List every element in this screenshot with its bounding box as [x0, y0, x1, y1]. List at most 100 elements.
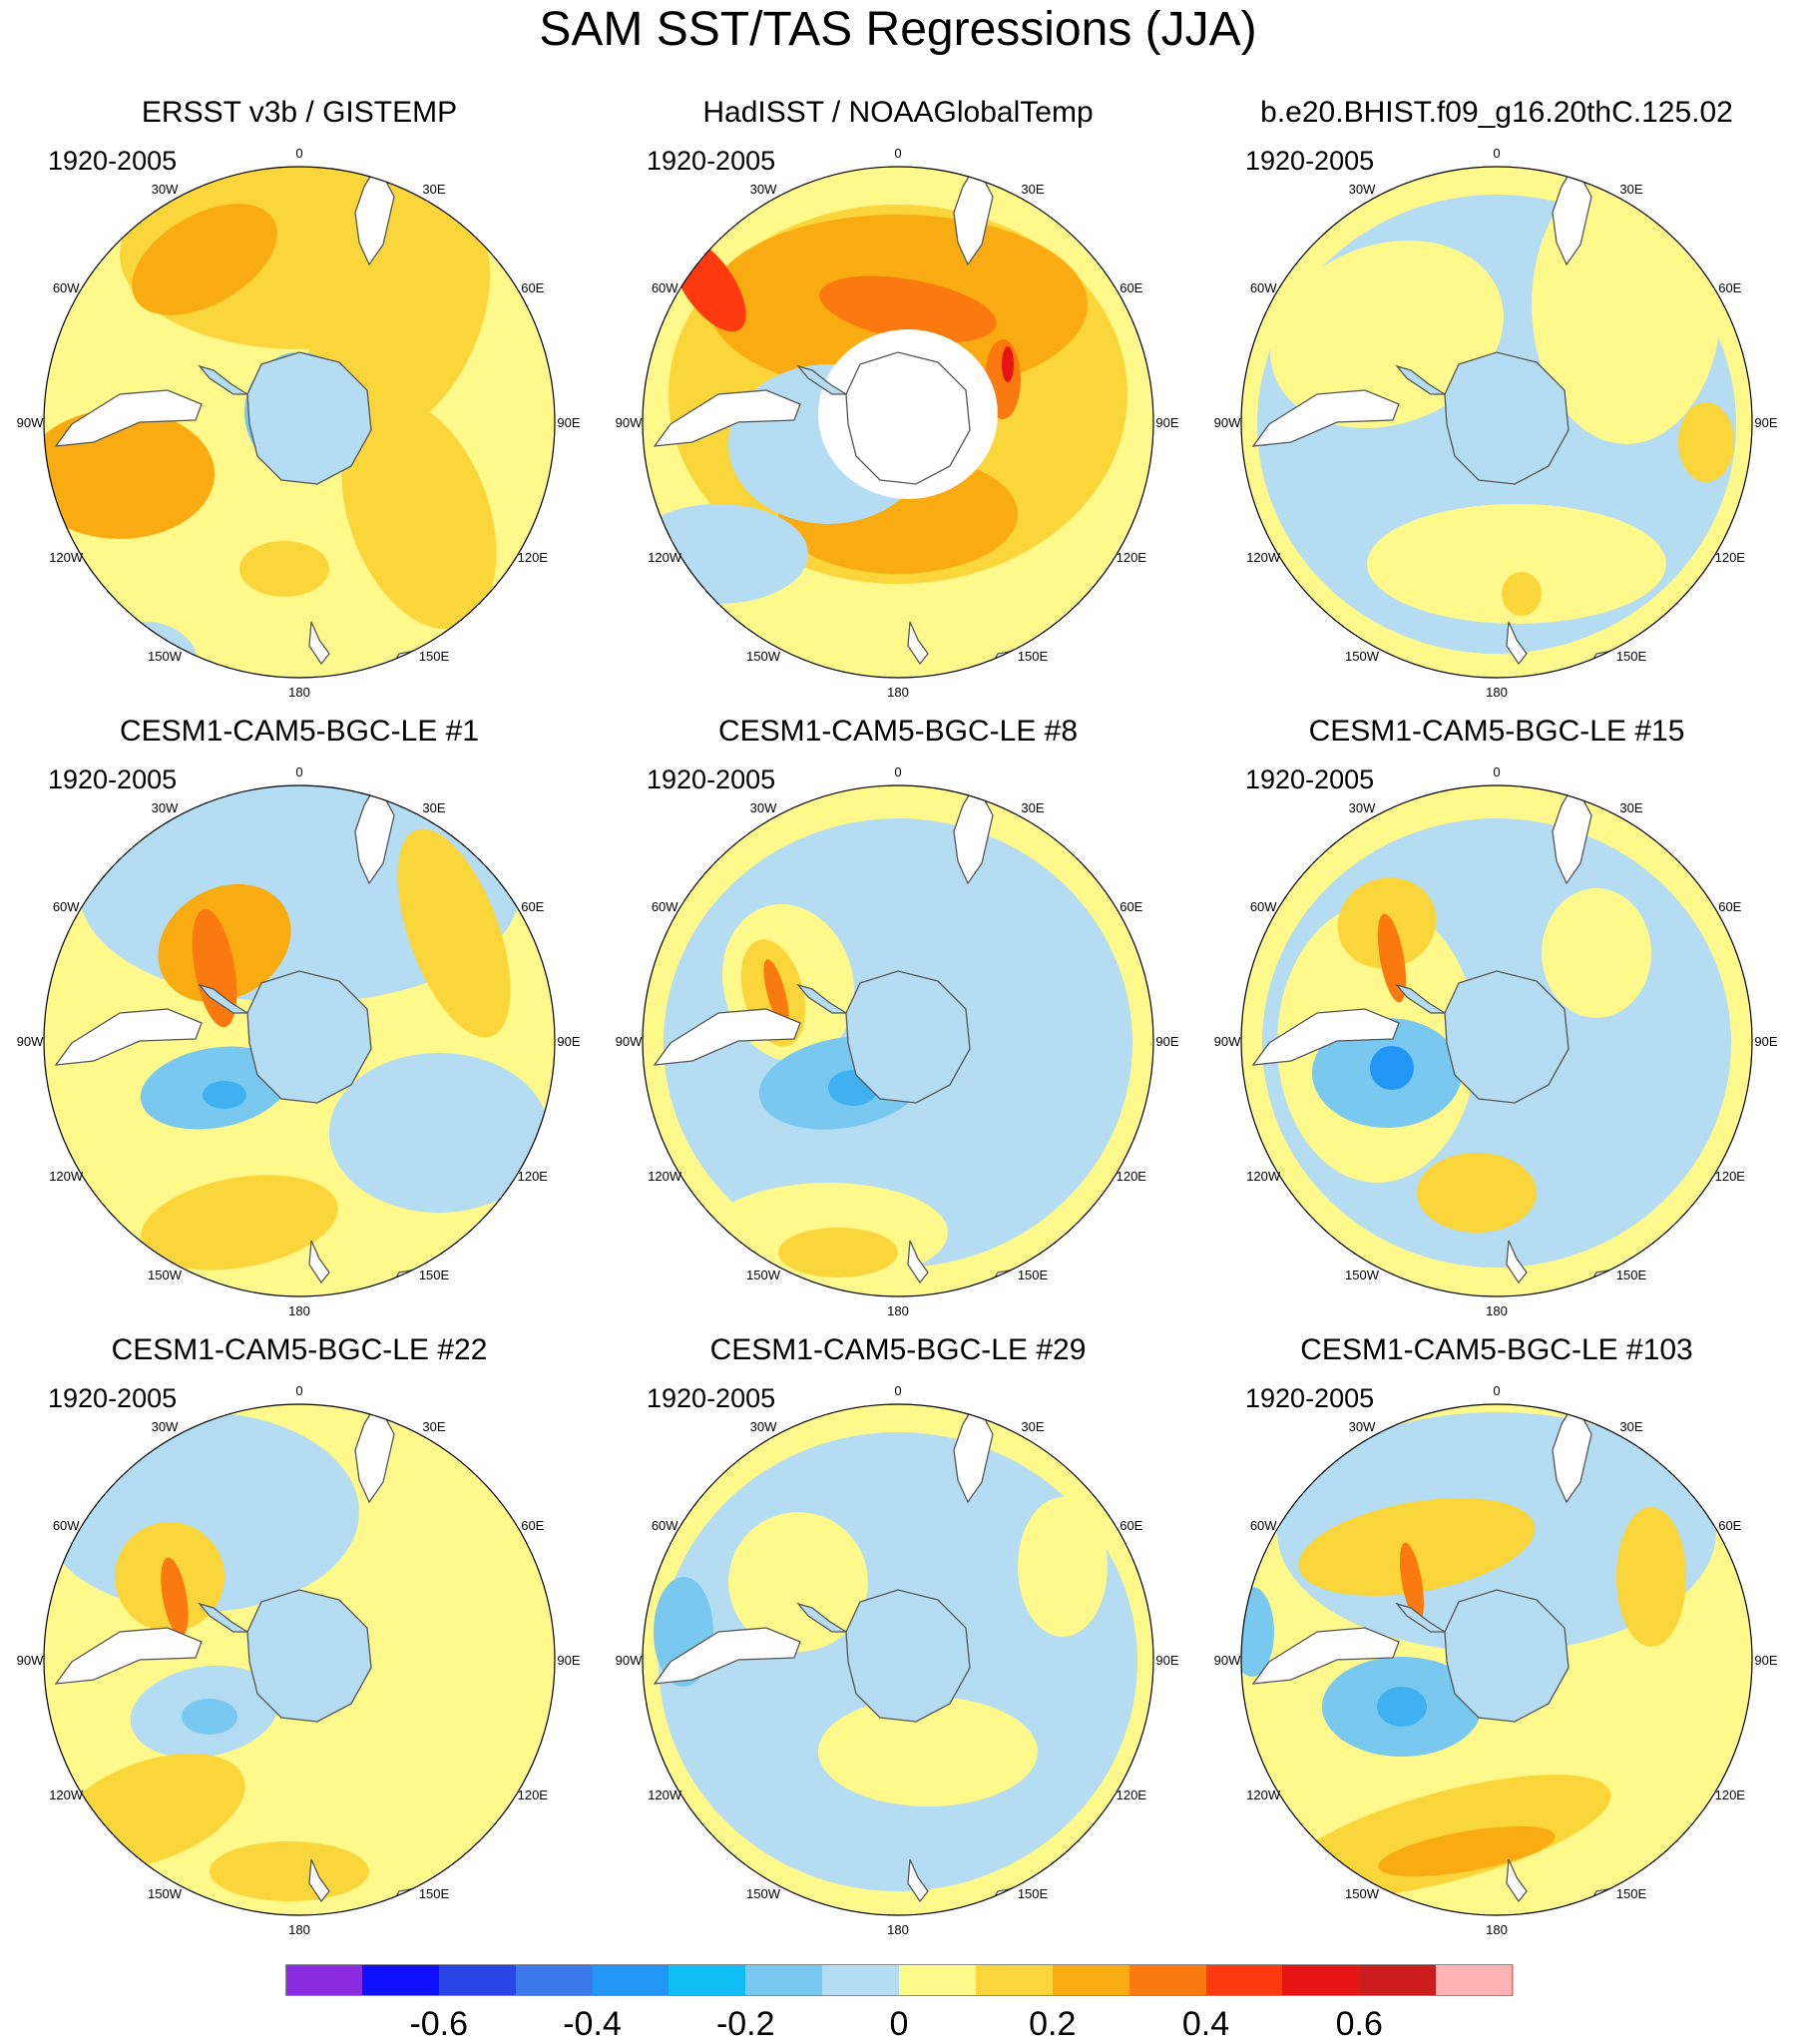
longitude-label: 30W [750, 182, 777, 197]
longitude-label: 60E [521, 899, 544, 914]
longitude-label: 120W [648, 550, 682, 565]
period-label: 1920-2005 [1245, 146, 1375, 176]
colorbar-tick-label: 0 [889, 2005, 909, 2043]
panel-title: HadISST / NOAAGlobalTemp [702, 96, 1094, 129]
longitude-label: 30W [152, 800, 179, 815]
longitude-label: 90E [1754, 415, 1777, 430]
longitude-label: 180 [887, 685, 909, 700]
longitude-label: 90E [557, 1034, 580, 1049]
longitude-label: 90E [557, 415, 580, 430]
colorbar-swatch [438, 1964, 517, 1996]
map-boundary [1240, 166, 1753, 679]
longitude-label: 180 [887, 1922, 909, 1937]
longitude-label: 180 [288, 1922, 310, 1937]
longitude-label: 0 [1493, 765, 1500, 779]
longitude-label: 60W [652, 899, 678, 914]
longitude-label: 150E [419, 649, 450, 664]
map-panel: CESM1-CAM5-BGC-LE #103 0 30E 60E 90E 120E 150E… [1197, 1332, 1796, 1951]
longitude-label: 180 [288, 1303, 310, 1318]
panel-title: CESM1-CAM5-BGC-LE #1 [119, 715, 480, 748]
longitude-label: 60W [53, 280, 80, 295]
colorbar-tick-label: -0.4 [563, 2005, 622, 2043]
longitude-label: 90E [1754, 1653, 1777, 1668]
panel-title: CESM1-CAM5-BGC-LE #22 [111, 1333, 488, 1366]
polar-stereographic-map: 0 30E 60E 90E 120E 150E 180 150W 120W 90W 60W 30W [17, 765, 581, 1318]
longitude-label: 150W [148, 1886, 183, 1901]
map-boundary [43, 166, 556, 679]
longitude-label: 150E [419, 1886, 450, 1901]
longitude-label: 120E [518, 550, 549, 565]
longitude-label: 120W [1246, 1788, 1281, 1802]
longitude-label: 60E [1718, 1518, 1741, 1533]
panel-title: CESM1-CAM5-BGC-LE #29 [709, 1333, 1087, 1366]
longitude-label: 90W [616, 415, 643, 430]
colorbar-swatch [285, 1964, 363, 1996]
longitude-label: 30E [422, 182, 445, 197]
longitude-label: 150E [1018, 1886, 1049, 1901]
longitude-label: 180 [1486, 1303, 1508, 1318]
longitude-label: 90E [1155, 1034, 1178, 1049]
longitude-label: 60E [521, 280, 544, 295]
longitude-label: 30E [422, 800, 445, 815]
colorbar-swatch [822, 1964, 900, 1996]
longitude-label: 90E [557, 1653, 580, 1668]
map-boundary [1240, 784, 1753, 1297]
colorbar-swatch [1052, 1964, 1130, 1996]
polar-stereographic-map: 0 30E 60E 90E 120E 150E 180 150W 120W 90W 60W 30W [1214, 765, 1778, 1318]
colorbar-swatch [1436, 1964, 1514, 1996]
longitude-label: 30E [1021, 1419, 1044, 1434]
map-boundary [43, 1403, 556, 1916]
longitude-label: 30E [1619, 800, 1642, 815]
polar-stereographic-map: 0 30E 60E 90E 120E 150E 180 150W 120W 90W 60W 30W [17, 146, 581, 700]
longitude-label: 90E [1155, 1653, 1178, 1668]
map-panel: CESM1-CAM5-BGC-LE #22 0 30E 60E 90E 120E 150E 1… [0, 1332, 599, 1951]
colorbar-swatch [592, 1964, 670, 1996]
polar-stereographic-map: 0 30E 60E 90E 120E 150E 180 150W 120W 90W 60W 30W [1214, 146, 1778, 700]
longitude-label: 90W [1214, 1034, 1241, 1049]
panel-title: b.e20.BHIST.f09_g16.20thC.125.02 [1260, 96, 1733, 129]
period-label: 1920-2005 [1245, 765, 1375, 794]
longitude-label: 30W [750, 1419, 777, 1434]
map-panel: CESM1-CAM5-BGC-LE #1 0 30E 60E 90E 120E 150E 18… [0, 714, 599, 1332]
longitude-label: 0 [295, 765, 302, 779]
longitude-label: 90E [1754, 1034, 1777, 1049]
longitude-label: 0 [894, 146, 901, 161]
longitude-label: 90W [1214, 1653, 1241, 1668]
longitude-label: 150E [1616, 1886, 1647, 1901]
longitude-label: 30W [152, 182, 179, 197]
colorbar-tick-label: 0.4 [1181, 2005, 1230, 2043]
longitude-label: 60E [521, 1518, 544, 1533]
longitude-label: 30W [1349, 800, 1376, 815]
longitude-label: 0 [894, 1383, 901, 1398]
map-panel: CESM1-CAM5-BGC-LE #8 0 30E 60E 90E 120E 150E 18… [599, 714, 1197, 1332]
longitude-label: 150E [419, 1268, 450, 1282]
longitude-label: 0 [295, 146, 302, 161]
longitude-label: 180 [1486, 685, 1508, 700]
longitude-label: 0 [894, 765, 901, 779]
longitude-label: 150E [1018, 649, 1049, 664]
longitude-label: 0 [1493, 1383, 1500, 1398]
longitude-label: 120E [1715, 1169, 1746, 1184]
longitude-label: 60W [1250, 280, 1277, 295]
longitude-label: 150W [1345, 1268, 1380, 1282]
longitude-label: 90W [17, 415, 44, 430]
longitude-label: 120E [518, 1169, 549, 1184]
period-label: 1920-2005 [647, 765, 776, 794]
map-boundary [642, 166, 1154, 679]
longitude-label: 60W [53, 899, 80, 914]
longitude-label: 60W [1250, 1518, 1277, 1533]
colorbar-swatch [669, 1964, 746, 1996]
longitude-label: 30E [1619, 1419, 1642, 1434]
colorbar-swatch [899, 1964, 977, 1996]
longitude-label: 150E [1616, 649, 1647, 664]
panel-title: CESM1-CAM5-BGC-LE #103 [1300, 1333, 1693, 1366]
period-label: 1920-2005 [48, 146, 178, 176]
polar-stereographic-map: 0 30E 60E 90E 120E 150E 180 150W 120W 90W 60W 30W [616, 146, 1179, 700]
period-label: 1920-2005 [647, 146, 776, 176]
longitude-label: 60W [652, 280, 678, 295]
longitude-label: 150W [746, 649, 781, 664]
longitude-label: 150W [1345, 1886, 1380, 1901]
longitude-label: 180 [288, 685, 310, 700]
longitude-label: 150W [746, 1886, 781, 1901]
longitude-label: 90W [1214, 415, 1241, 430]
